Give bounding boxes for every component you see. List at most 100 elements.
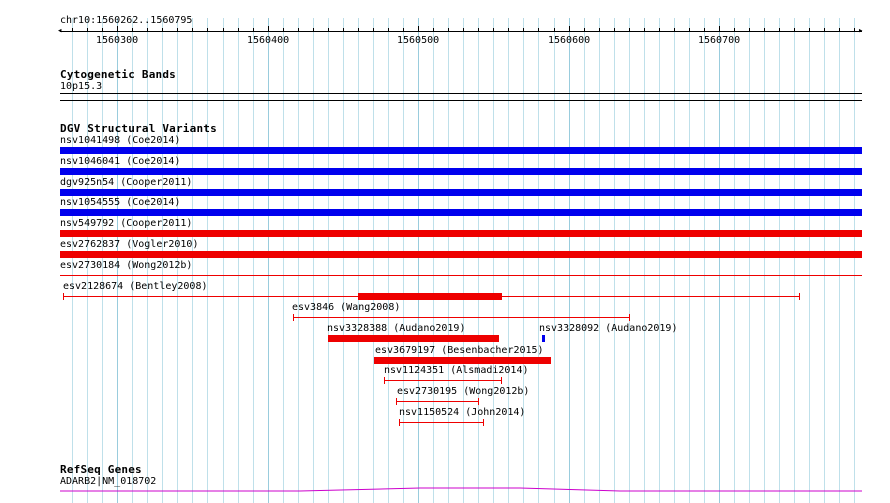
dgv-feature-cap[interactable]: [396, 398, 397, 405]
dgv-feature-bar[interactable]: [60, 251, 862, 258]
ruler-tick-label: 1560600: [548, 35, 591, 46]
ruler-tick: [207, 28, 208, 32]
grid-line: [343, 18, 344, 503]
ruler-tick: [644, 28, 645, 32]
ruler-tick: [343, 28, 344, 32]
grid-line: [102, 18, 103, 503]
dgv-feature-label[interactable]: esv2762837 (Vogler2010): [60, 239, 199, 250]
ruler-tick: [538, 28, 539, 32]
dgv-feature-label[interactable]: nsv1054555 (Coe2014): [60, 197, 181, 208]
ruler-tick: [448, 28, 449, 32]
dgv-feature-bar[interactable]: [358, 293, 502, 300]
dgv-feature-cap[interactable]: [501, 377, 502, 384]
ruler-tick: [463, 28, 464, 32]
dgv-track-title: DGV Structural Variants: [60, 122, 217, 135]
ruler-tick: [734, 28, 735, 32]
ruler-tick: [719, 26, 720, 32]
grid-line: [523, 18, 524, 503]
grid-line: [824, 18, 825, 503]
ruler-tick: [779, 28, 780, 32]
dgv-feature-line[interactable]: [384, 380, 501, 381]
dgv-feature-cap[interactable]: [293, 314, 294, 321]
refseq-gene-label[interactable]: ADARB2|NM_018702: [60, 476, 157, 487]
refseq-track-title: RefSeq Genes: [60, 463, 142, 476]
dgv-feature-line[interactable]: [399, 422, 483, 423]
refseq-gene-model[interactable]: [0, 485, 890, 495]
dgv-feature-bar[interactable]: [328, 335, 499, 342]
dgv-feature-label[interactable]: nsv1124351 (Alsmadi2014): [384, 365, 529, 376]
dgv-feature-bar[interactable]: [60, 189, 862, 196]
dgv-feature-label[interactable]: nsv1041498 (Coe2014): [60, 135, 181, 146]
dgv-feature-label[interactable]: esv2128674 (Bentley2008): [63, 281, 208, 292]
dgv-feature-label[interactable]: nsv1046041 (Coe2014): [60, 156, 181, 167]
grid-line: [749, 18, 750, 503]
grid-line: [734, 18, 735, 503]
dgv-feature-bar[interactable]: [60, 168, 862, 175]
dgv-feature-line[interactable]: [396, 401, 478, 402]
dgv-feature-bar[interactable]: [60, 209, 862, 216]
dgv-feature-line[interactable]: [60, 275, 862, 276]
ruler-tick: [177, 28, 178, 32]
ruler-tick: [223, 28, 224, 32]
dgv-feature-bar[interactable]: [542, 335, 545, 342]
grid-line: [298, 18, 299, 503]
dgv-feature-cap[interactable]: [483, 419, 484, 426]
dgv-feature-cap[interactable]: [629, 314, 630, 321]
grid-line: [223, 18, 224, 503]
grid-line: [177, 18, 178, 503]
cytoband-line-bottom: [60, 100, 862, 101]
ruler-tick: [584, 28, 585, 32]
grid-line: [508, 18, 509, 503]
dgv-feature-label[interactable]: nsv1150524 (John2014): [399, 407, 526, 418]
dgv-feature-label[interactable]: nsv549792 (Cooper2011): [60, 218, 193, 229]
ruler-tick-label: 1560500: [397, 35, 440, 46]
ruler-tick: [749, 28, 750, 32]
dgv-feature-label[interactable]: nsv3328388 (Audano2019): [327, 323, 466, 334]
ruler-tick: [72, 28, 73, 32]
dgv-feature-label[interactable]: esv2730195 (Wong2012b): [397, 386, 530, 397]
dgv-feature-cap[interactable]: [799, 293, 800, 300]
dgv-feature-cap[interactable]: [384, 377, 385, 384]
grid-line: [493, 18, 494, 503]
grid-line: [463, 18, 464, 503]
dgv-feature-label[interactable]: esv3846 (Wang2008): [292, 302, 401, 313]
dgv-feature-bar[interactable]: [374, 357, 551, 364]
ruler-end-arrow: ▸: [858, 26, 864, 36]
grid-line: [614, 18, 615, 503]
dgv-feature-line[interactable]: [293, 317, 629, 318]
grid-line: [584, 18, 585, 503]
dgv-feature-label[interactable]: esv3679197 (Besenbacher2015): [375, 345, 544, 356]
ruler-tick: [809, 28, 810, 32]
ruler-tick: [192, 28, 193, 32]
dgv-feature-bar[interactable]: [60, 230, 862, 237]
grid-line: [238, 18, 239, 503]
ruler-tick: [523, 28, 524, 32]
dgv-feature-cap[interactable]: [399, 419, 400, 426]
dgv-feature-label[interactable]: nsv3328092 (Audano2019): [539, 323, 678, 334]
ruler-tick: [824, 28, 825, 32]
ruler-tick: [704, 28, 705, 32]
dgv-feature-bar[interactable]: [60, 147, 862, 154]
grid-line: [147, 18, 148, 503]
grid-line: [132, 18, 133, 503]
grid-line: [87, 18, 88, 503]
dgv-feature-label[interactable]: esv2730184 (Wong2012b): [60, 260, 193, 271]
grid-line: [599, 18, 600, 503]
ruler-tick: [358, 28, 359, 32]
grid-line: [72, 18, 73, 503]
grid-line: [313, 18, 314, 503]
grid-line: [253, 18, 254, 503]
gene-intron-line[interactable]: [60, 487, 862, 492]
grid-line: [809, 18, 810, 503]
dgv-feature-label[interactable]: dgv925n54 (Cooper2011): [60, 177, 193, 188]
ruler-tick: [689, 28, 690, 32]
grid-line: [418, 18, 419, 503]
ruler-tick: [313, 28, 314, 32]
grid-line: [373, 18, 374, 503]
ruler-tick: [132, 28, 133, 32]
dgv-feature-cap[interactable]: [63, 293, 64, 300]
ruler-tick: [614, 28, 615, 32]
grid-line: [644, 18, 645, 503]
dgv-feature-cap[interactable]: [478, 398, 479, 405]
ruler-tick: [147, 28, 148, 32]
